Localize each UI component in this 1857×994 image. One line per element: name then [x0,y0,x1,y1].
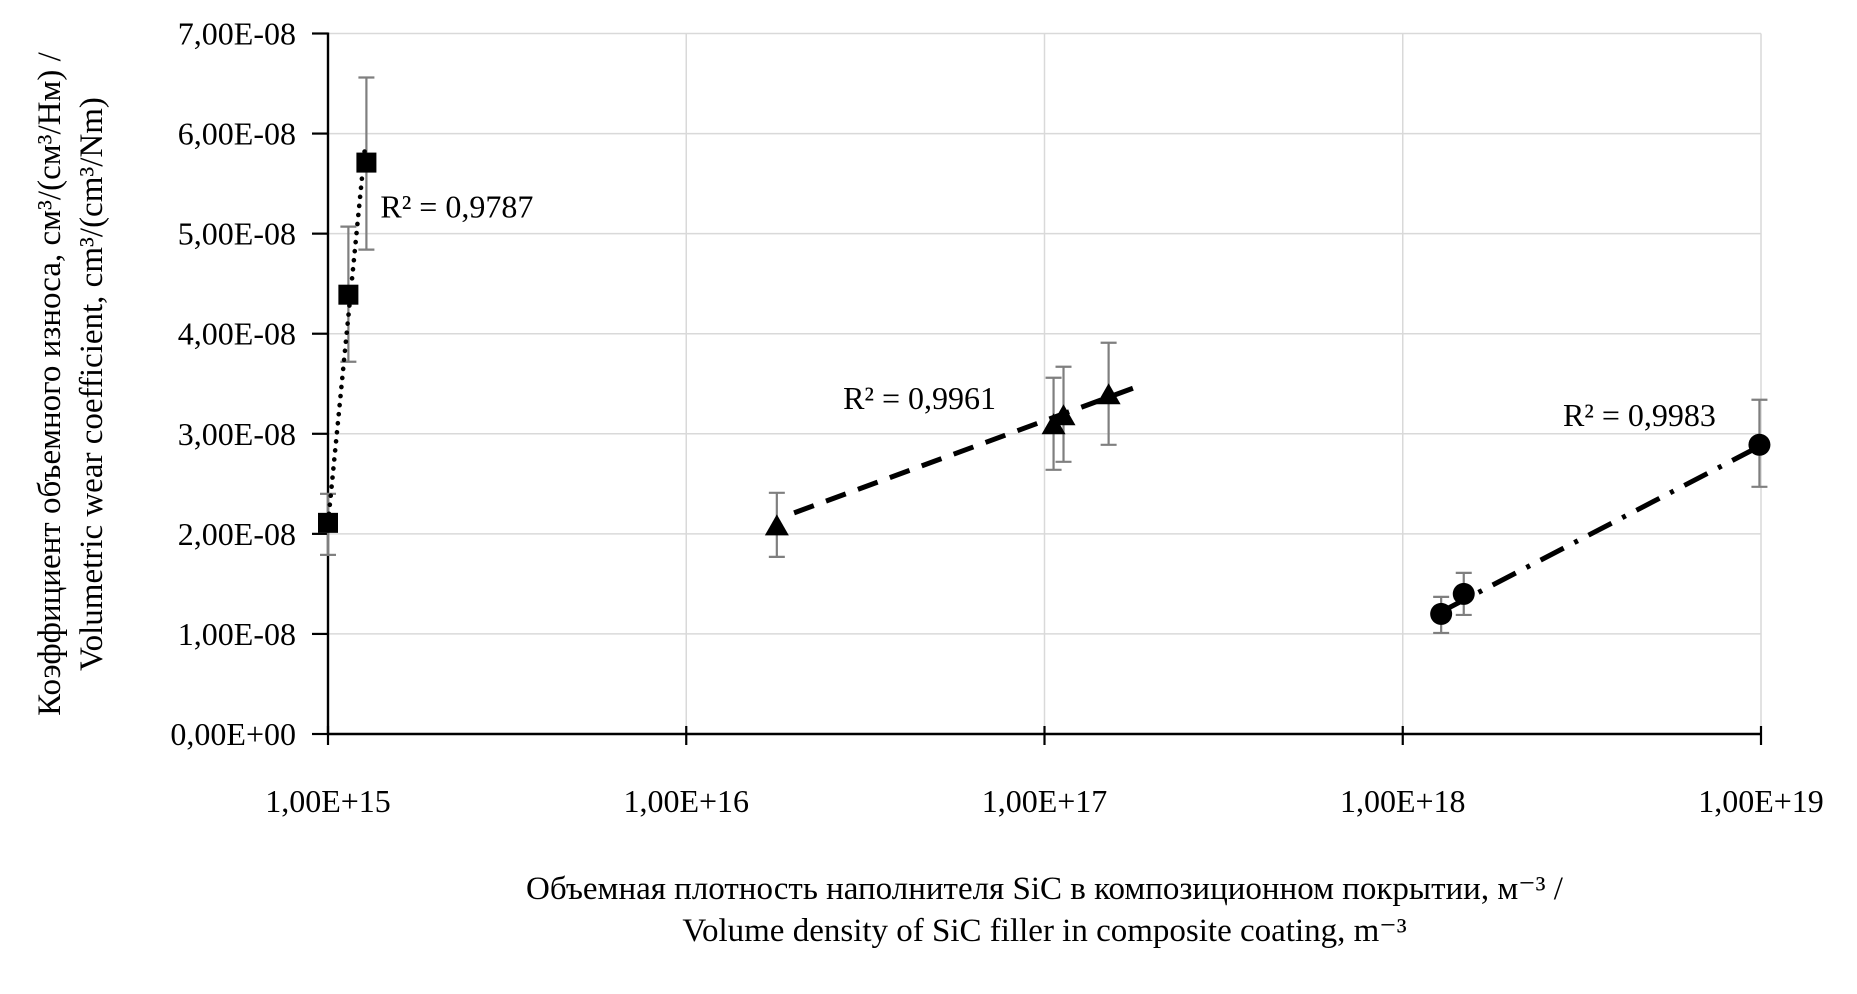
triangle-marker [764,514,789,536]
x-axis-title-line1: Объемная плотность наполнителя SiC в ком… [526,871,1563,907]
y-axis-title-line2: Volumetric wear coefficient, cm³/(cm³/Nm… [74,97,110,671]
circle-marker [1748,433,1771,456]
series-triangles-mid-density: R² = 0,9961 [764,341,1136,558]
dashed-trendline [793,385,1136,516]
y-tick-label: 6,00E-08 [178,116,296,152]
y-tick-label: 4,00E-08 [178,316,296,352]
y-tick-label: 1,00E-08 [178,616,296,652]
y-tick-label: 3,00E-08 [178,416,296,452]
x-tick-label: 1,00E+15 [265,783,391,819]
square-marker [318,512,338,533]
x-tick-label: 1,00E+17 [982,783,1108,819]
r-squared-label: R² = 0,9961 [843,380,996,416]
circle-marker [1430,602,1453,625]
series-circles-high-density: R² = 0,9983 [1430,397,1771,635]
y-tick-label: 5,00E-08 [178,216,296,252]
x-tick-label: 1,00E+19 [1698,783,1824,819]
y-axis-title: Коэффициент объемного износа, см³/(см³/Н… [29,0,117,814]
y-axis-title-line1: Коэффициент объемного износа, см³/(см³/Н… [32,52,68,716]
y-tick-label: 2,00E-08 [178,516,296,552]
x-axis-title: Объемная плотность наполнителя SiC в ком… [328,868,1761,952]
circle-marker [1452,582,1475,605]
series-squares-low-density: R² = 0,9787 [318,76,533,556]
r-squared-label: R² = 0,9983 [1563,397,1716,433]
x-axis-title-line2: Volume density of SiC filler in composit… [682,913,1407,949]
x-tick-label: 1,00E+18 [1340,783,1466,819]
dotted-trendline [326,145,368,517]
y-tick-label: 7,00E-08 [178,16,296,52]
r-squared-label: R² = 0,9787 [380,189,533,225]
triangle-marker [1051,404,1076,426]
x-tick-label: 1,00E+16 [623,783,749,819]
y-tick-label: 0,00E+00 [170,716,296,752]
triangle-marker [1096,383,1121,405]
square-marker [338,284,359,305]
square-marker [356,152,377,173]
dashdot-trendline [1443,444,1760,613]
